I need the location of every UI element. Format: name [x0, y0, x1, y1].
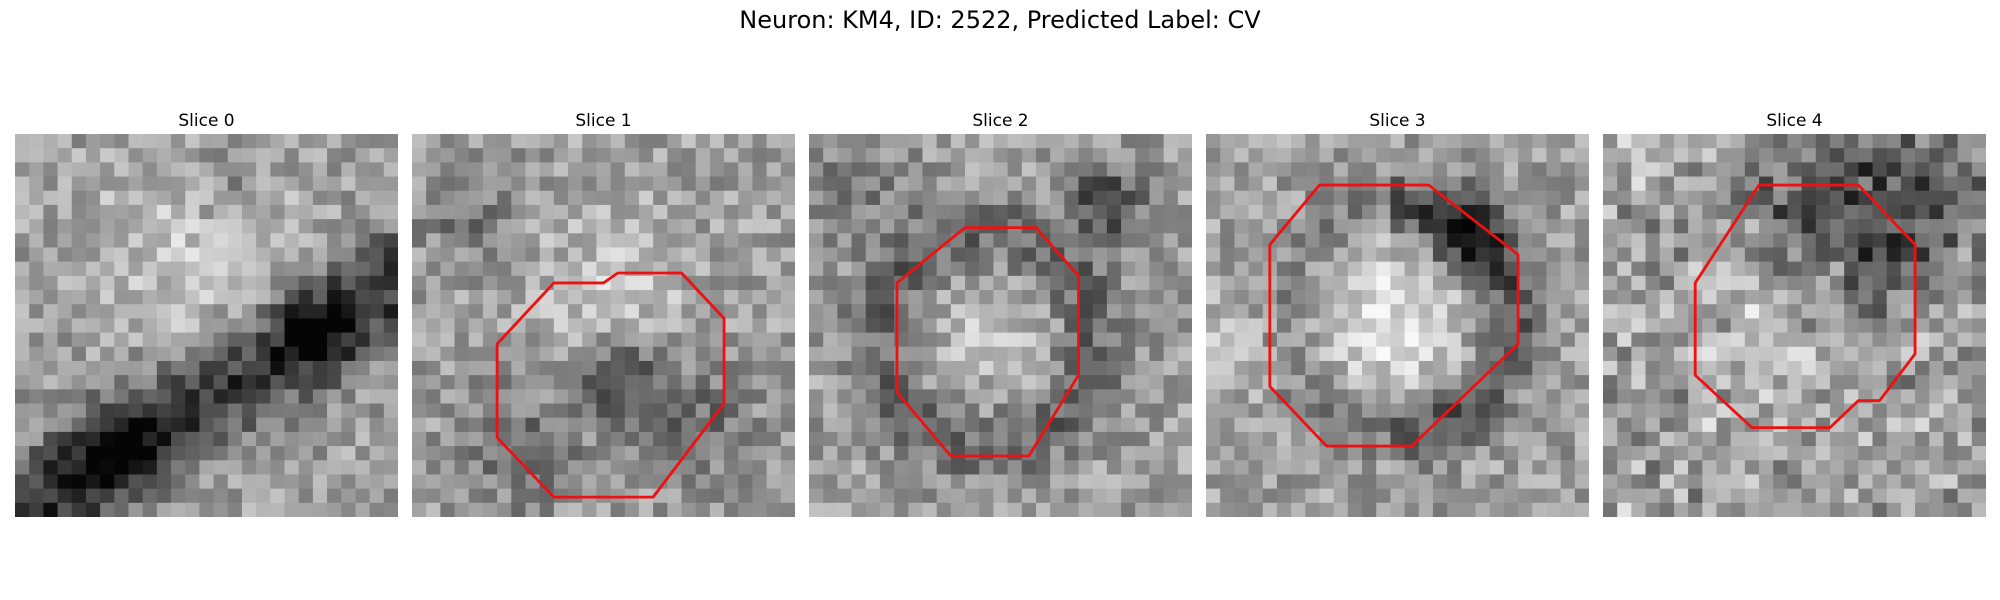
slice-panel-2: Slice 2: [809, 108, 1192, 517]
slice-title: Slice 3: [1369, 111, 1426, 131]
pixel-grid: [1206, 134, 1589, 517]
roi-contour: [895, 226, 1080, 458]
slice-image: [412, 134, 795, 517]
pixel-grid: [15, 134, 398, 517]
slice-image: [1206, 134, 1589, 517]
slice-title: Slice 2: [972, 111, 1029, 131]
slice-title: Slice 4: [1766, 111, 1823, 131]
figure-title: Neuron: KM4, ID: 2522, Predicted Label: …: [739, 6, 1261, 34]
slice-title: Slice 1: [575, 111, 632, 131]
roi-contour: [495, 271, 726, 499]
slice-image: [1603, 134, 1986, 517]
slice-title: Slice 0: [178, 111, 235, 131]
slice-panel-4: Slice 4: [1603, 108, 1986, 517]
slice-image: [809, 134, 1192, 517]
pixel-grid: [1603, 134, 1986, 517]
roi-contour: [1268, 183, 1520, 448]
roi-contour: [1693, 183, 1917, 430]
slice-panel-1: Slice 1: [412, 108, 795, 517]
slice-panel-0: Slice 0: [15, 108, 398, 517]
slice-panel-3: Slice 3: [1206, 108, 1589, 517]
pixel-grid: [809, 134, 1192, 517]
pixel-grid: [412, 134, 795, 517]
slice-image: [15, 134, 398, 517]
